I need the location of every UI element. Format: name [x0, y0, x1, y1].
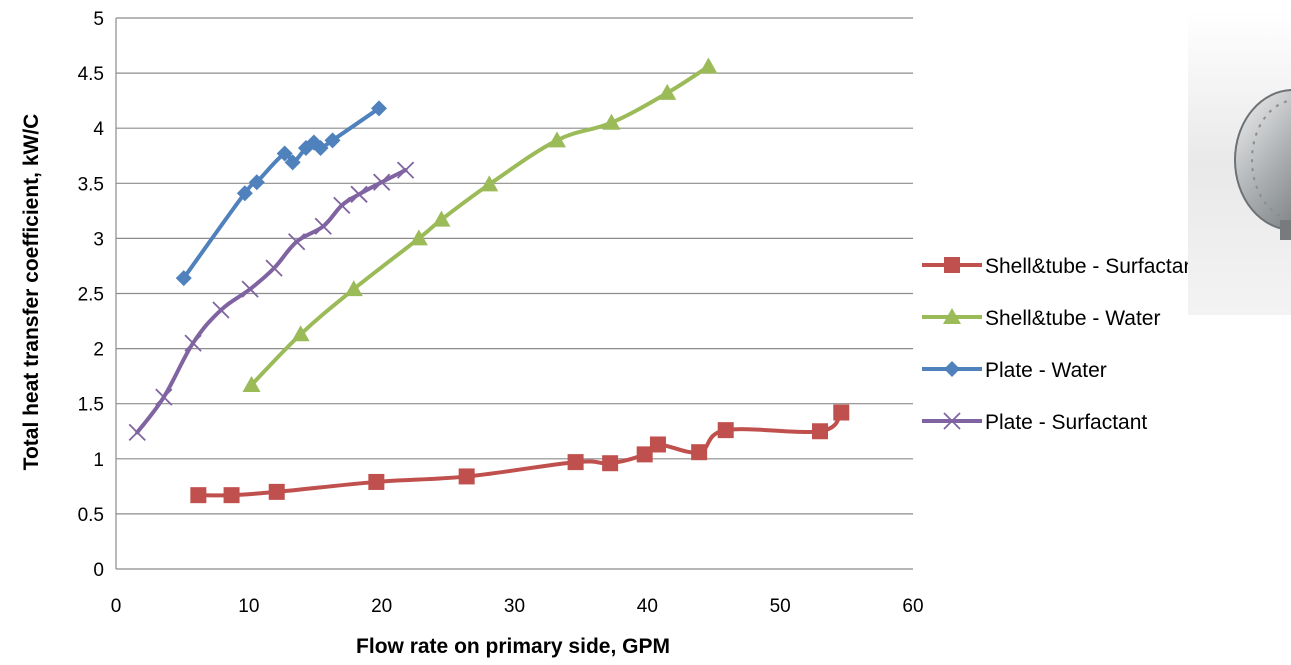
- data-point-0: [649, 436, 666, 453]
- data-point-1: [548, 131, 567, 148]
- data-point-2: [371, 100, 388, 117]
- data-point-0: [691, 444, 708, 461]
- data-point-1: [480, 175, 499, 192]
- x-tick-labels: 0 10 20 30 40 50 60: [111, 596, 924, 617]
- x-tick-label: 30: [504, 596, 525, 617]
- legend: Shell&tube - Surfactant Shell&tube - Wate…: [922, 255, 1201, 434]
- data-point-2: [236, 185, 253, 202]
- x-tick-label: 50: [770, 596, 791, 617]
- y-tick-label: 4: [93, 119, 104, 140]
- y-tick-label: 0.5: [78, 505, 104, 526]
- data-point-3: [373, 173, 391, 191]
- data-point-3: [212, 301, 230, 319]
- y-tick-label: 0: [93, 560, 104, 581]
- data-point-0: [190, 487, 207, 504]
- data-point-3: [314, 217, 332, 235]
- data-point-0: [833, 404, 850, 421]
- data-point-3: [333, 196, 351, 214]
- legend-swatch-marker: [943, 412, 961, 430]
- data-point-3: [350, 185, 368, 203]
- y-tick-label: 3: [93, 229, 104, 250]
- y-tick-labels: 0 0.5 1 1.5 2 2.5 3 3.5 4 4.5 5: [78, 9, 105, 581]
- data-point-2: [284, 154, 301, 171]
- data-point-3: [396, 161, 415, 179]
- y-tick-label: 2.5: [78, 285, 104, 306]
- data-point-1: [291, 325, 310, 342]
- y-tick-label: 5: [93, 9, 104, 30]
- data-point-0: [458, 468, 475, 485]
- data-point-2: [175, 270, 192, 287]
- data-point-3: [155, 388, 173, 406]
- x-tick-label: 10: [238, 596, 259, 617]
- y-tick-label: 1.5: [78, 395, 104, 416]
- data-point-3: [265, 259, 283, 277]
- x-axis-title: Flow rate on primary side, GPM: [356, 635, 670, 658]
- series-markers: [128, 57, 850, 504]
- data-point-1: [242, 375, 261, 392]
- y-tick-label: 3.5: [78, 174, 104, 195]
- data-point-1: [432, 210, 451, 227]
- data-point-0: [636, 446, 653, 463]
- legend-label: Plate - Water: [985, 359, 1107, 382]
- data-point-0: [717, 422, 734, 439]
- x-tick-label: 40: [637, 596, 658, 617]
- series-line-3: [135, 168, 408, 435]
- x-tick-label: 0: [111, 596, 122, 617]
- data-point-2: [312, 140, 329, 157]
- legend-label: Shell&tube - Water: [985, 307, 1160, 330]
- data-point-1: [409, 229, 428, 246]
- series-line-0: [196, 410, 844, 498]
- data-point-1: [602, 113, 621, 130]
- x-tick-label: 20: [371, 596, 392, 617]
- series-line-2: [181, 106, 382, 281]
- data-point-2: [324, 132, 341, 149]
- data-point-3: [128, 423, 146, 441]
- series-line-1: [249, 64, 711, 387]
- data-point-0: [812, 423, 829, 440]
- y-axis-title: Total heat transfer coefficient, kW/C: [20, 114, 43, 471]
- legend-label: Plate - Surfactant: [985, 411, 1147, 434]
- legend-swatch-marker: [943, 308, 961, 324]
- heat-exchanger-image: [1188, 10, 1291, 315]
- data-point-2: [276, 145, 293, 162]
- data-point-0: [223, 487, 240, 504]
- y-tick-label: 1: [93, 450, 104, 471]
- data-point-1: [658, 83, 677, 100]
- y-tick-label: 2: [93, 340, 104, 361]
- data-point-0: [567, 454, 584, 471]
- data-point-3: [184, 334, 202, 352]
- y-tick-label: 4.5: [78, 64, 104, 85]
- gridlines: [115, 17, 913, 570]
- legend-label: Shell&tube - Surfactant: [985, 255, 1201, 278]
- data-point-1: [344, 280, 363, 297]
- heat-exchanger-photo: [1188, 10, 1291, 315]
- data-point-3: [241, 280, 259, 298]
- data-point-0: [602, 455, 619, 472]
- data-point-1: [699, 57, 718, 74]
- x-tick-label: 60: [902, 596, 923, 617]
- data-point-0: [268, 483, 285, 500]
- legend-swatch-marker: [944, 257, 960, 273]
- data-point-0: [368, 473, 385, 490]
- data-point-3: [288, 233, 306, 251]
- data-point-2: [248, 174, 265, 191]
- legend-swatch-marker: [944, 361, 960, 377]
